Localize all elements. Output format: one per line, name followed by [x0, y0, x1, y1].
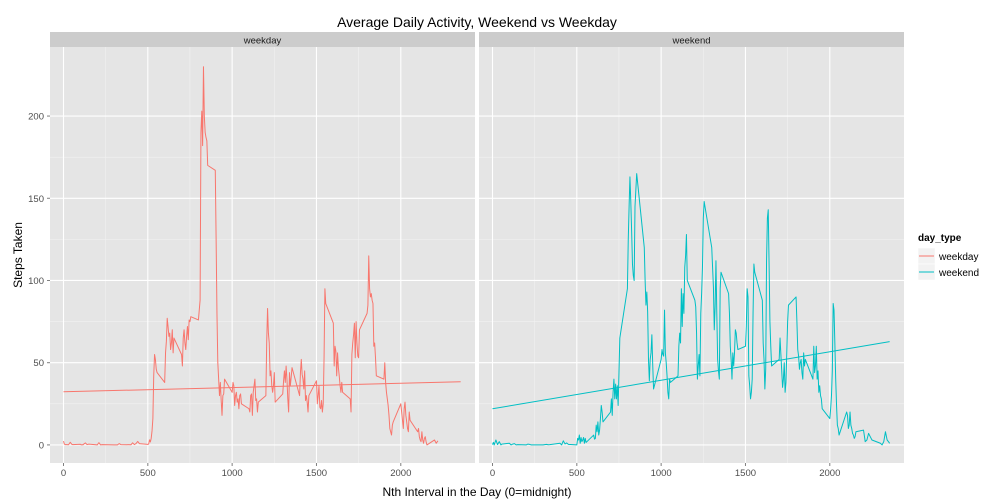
x-tick-label: 1500: [735, 468, 756, 479]
x-tick-label: 0: [490, 468, 495, 479]
legend-label-weekend: weekend: [938, 268, 979, 279]
plot-background-weekday: [50, 47, 475, 463]
y-tick-label: 200: [28, 112, 44, 123]
strip-weekend: [479, 32, 904, 47]
x-tick-label: 1000: [651, 468, 672, 479]
strip-label-weekend: weekend: [671, 36, 710, 47]
x-tick-label: 1500: [306, 468, 327, 479]
gridlines-weekend: [479, 47, 904, 463]
series-line-weekday-trend: [63, 381, 461, 393]
strip-weekday: [50, 32, 475, 47]
x-tick-label: 2000: [390, 468, 411, 479]
strip-label-weekday: weekday: [243, 36, 282, 47]
panel-weekend: weekend: [479, 32, 904, 463]
x-axis-title: Nth Interval in the Day (0=midnight): [382, 485, 571, 499]
series-line-weekday: [63, 66, 439, 446]
chart-title: Average Daily Activity, Weekend vs Weekd…: [337, 14, 617, 30]
x-tick-label: 500: [569, 468, 585, 479]
series-line-weekend-trend: [492, 341, 890, 410]
series-lines-weekend: [492, 173, 891, 446]
x-tick-label: 1000: [222, 468, 243, 479]
series-lines-weekday: [63, 66, 461, 446]
legend-title: day_type: [918, 233, 962, 244]
y-axis: 0 50 100 150 200: [28, 112, 50, 451]
panel-weekday: weekday: [50, 32, 475, 463]
x-axis: 0 500 1000 1500 2000 0 500 1000 1500 2000: [61, 463, 840, 479]
series-line-weekend: [492, 173, 891, 446]
legend: day_type weekday weekend: [917, 233, 979, 281]
legend-label-weekday: weekday: [938, 252, 978, 263]
y-tick-label: 50: [33, 358, 44, 369]
y-tick-label: 0: [39, 440, 44, 451]
x-tick-label: 0: [61, 468, 66, 479]
x-tick-label: 2000: [819, 468, 840, 479]
y-tick-label: 150: [28, 194, 44, 205]
y-axis-title: Steps Taken: [11, 222, 25, 288]
y-tick-label: 100: [28, 276, 44, 287]
x-tick-label: 500: [140, 468, 156, 479]
